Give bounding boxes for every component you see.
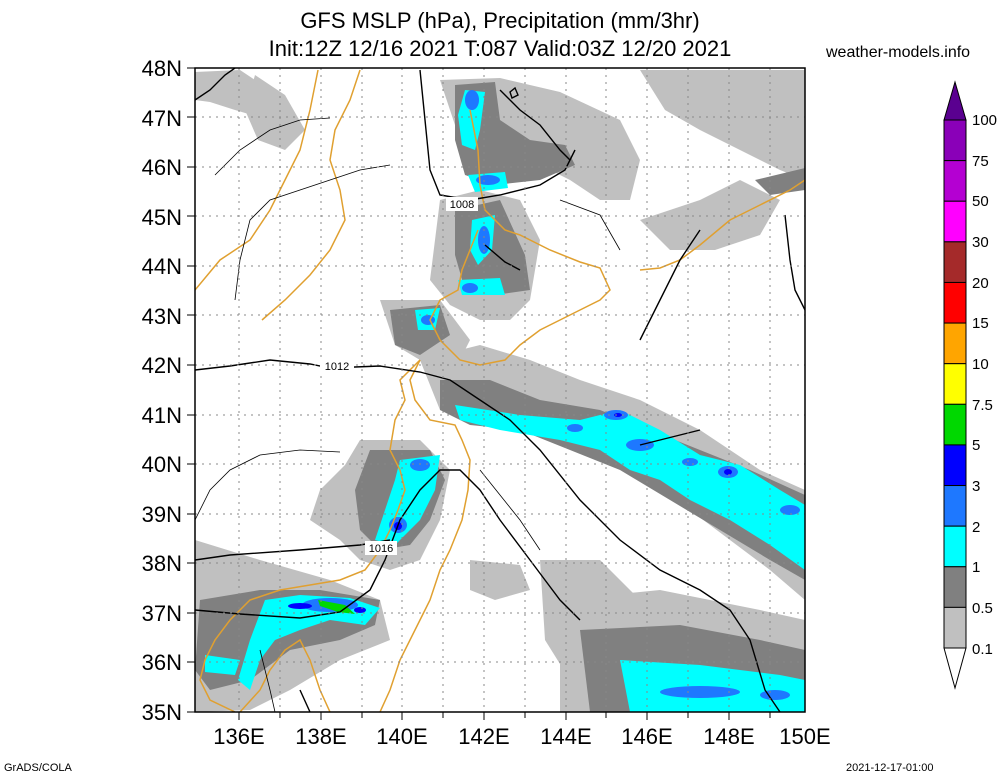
lat-label: 42N (142, 353, 182, 378)
lat-label: 48N (142, 56, 182, 81)
footer-timestamp: 2021-12-17-01:00 (846, 762, 934, 774)
lat-label: 47N (142, 106, 182, 131)
lat-label: 39N (142, 502, 182, 527)
lat-axis: 48N 47N 46N 45N 44N 43N 42N 41N 40N 39N … (142, 56, 182, 725)
lat-label: 44N (142, 254, 182, 279)
lat-label: 36N (142, 650, 182, 675)
lon-label: 138E (295, 724, 346, 749)
colorbar-swatch (943, 403, 967, 446)
precip-deepblue (288, 413, 732, 613)
footer-grads-credit: GrADS/COLA (4, 762, 72, 774)
colorbar-swatch (943, 485, 967, 527)
colorbar-label: 75 (972, 153, 989, 170)
colorbar-swatch (943, 322, 967, 365)
colorbar-swatch (943, 444, 967, 487)
colorbar-swatch (943, 160, 967, 202)
colorbar-label: 0.1 (972, 641, 993, 658)
colorbar-label: 50 (972, 193, 989, 210)
lat-label: 37N (142, 601, 182, 626)
lat-label: 43N (142, 304, 182, 329)
precip-field (195, 68, 805, 712)
isobars-thin (195, 117, 621, 712)
lat-label: 41N (142, 403, 182, 428)
lat-label: 45N (142, 205, 182, 230)
colorbar-swatch (943, 566, 967, 608)
colorbar-swatch (943, 281, 967, 324)
precip-green (318, 600, 355, 614)
chart-title-line1: GFS MSLP (hPa), Precipitation (mm/3hr) (300, 8, 700, 33)
isobar-label-1008: 1008 (450, 199, 474, 211)
lon-label: 146E (621, 724, 672, 749)
coastlines (195, 69, 805, 712)
colorbar (943, 80, 967, 690)
lat-label: 35N (142, 700, 182, 725)
lat-label: 40N (142, 452, 182, 477)
colorbar-label: 100 (972, 112, 997, 129)
colorbar-label: 20 (972, 275, 989, 292)
lat-label: 46N (142, 155, 182, 180)
colorbar-swatch (943, 363, 967, 405)
colorbar-label: 1 (972, 559, 980, 576)
lon-label: 148E (703, 724, 754, 749)
lon-label: 142E (458, 724, 509, 749)
colorbar-swatch (943, 606, 967, 649)
isobar-label-1012: 1012 (325, 361, 349, 373)
isobar-label-1016: 1016 (369, 543, 393, 555)
lon-label: 150E (779, 724, 830, 749)
colorbar-label: 15 (972, 315, 989, 332)
chart-title-line2: Init:12Z 12/16 2021 T:087 Valid:03Z 12/2… (268, 36, 732, 61)
colorbar-swatch (943, 525, 967, 568)
colorbar-swatch (943, 200, 967, 243)
graticule (195, 68, 805, 712)
colorbar-label: 10 (972, 356, 989, 373)
colorbar-label: 3 (972, 478, 980, 495)
lon-label: 144E (540, 724, 591, 749)
colorbar-bottom-arrow (943, 647, 967, 690)
map-frame (194, 67, 806, 713)
lon-label: 140E (376, 724, 427, 749)
isobars (195, 68, 805, 712)
lon-label: 136E (213, 724, 264, 749)
colorbar-top-arrow (943, 80, 967, 121)
colorbar-label: 2 (972, 519, 980, 536)
colorbar-labels: 100 75 50 30 20 15 10 7.5 5 3 2 1 0.5 0.… (972, 112, 997, 658)
colorbar-label: 7.5 (972, 397, 993, 414)
colorbar-swatch (943, 119, 967, 162)
lon-ticks (238, 712, 771, 720)
colorbar-label: 30 (972, 234, 989, 251)
isobar-labels: 1008 1012 1016 (320, 197, 478, 555)
colorbar-label: 5 (972, 437, 980, 454)
colorbar-label: 0.5 (972, 600, 993, 617)
colorbar-swatch (943, 241, 967, 283)
lat-label: 38N (142, 551, 182, 576)
lat-ticks (187, 67, 195, 713)
site-label: weather-models.info (826, 44, 971, 61)
lon-axis: 136E 138E 140E 142E 144E 146E 148E 150E (213, 724, 830, 749)
